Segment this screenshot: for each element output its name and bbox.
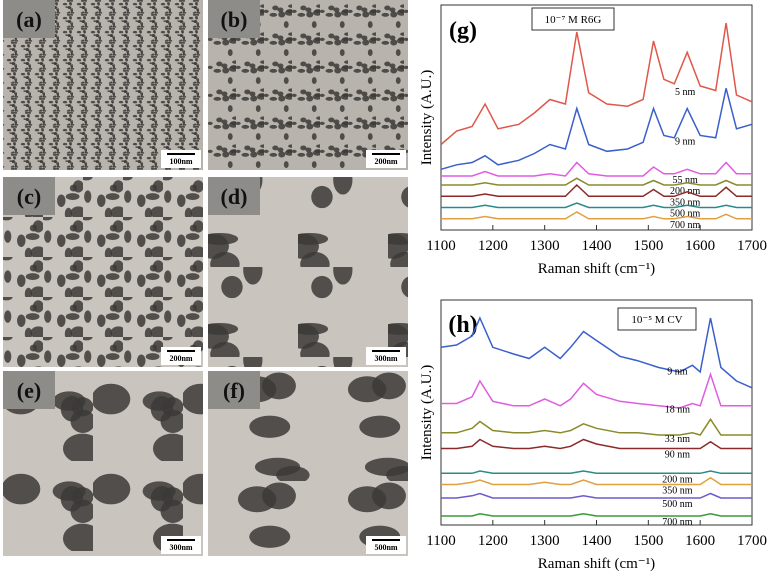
- series-label: 200 nm: [670, 186, 701, 197]
- x-tick-label: 1600: [685, 533, 715, 549]
- x-tick-label: 1700: [737, 533, 767, 549]
- x-tick-label: 1500: [633, 533, 663, 549]
- annotation-box: [531, 7, 615, 31]
- scale-bar-label: 200nm: [169, 354, 192, 363]
- panel-label: (b): [221, 7, 248, 32]
- x-tick-label: 1300: [530, 238, 560, 254]
- annotation: 10⁻⁵ M CV: [631, 314, 682, 326]
- x-tick-label: 1300: [530, 533, 560, 549]
- x-tick-label: 1500: [633, 238, 663, 254]
- scale-bar-label: 300nm: [374, 354, 397, 363]
- series-label: 500 nm: [670, 209, 701, 220]
- x-tick-label: 1100: [426, 238, 455, 254]
- scale-bar-label: 500nm: [374, 543, 397, 552]
- series-label: 700 nm: [662, 517, 693, 528]
- x-tick-label: 1400: [582, 238, 612, 254]
- spectrum-line: [441, 202, 752, 209]
- spectrum-line: [441, 470, 752, 475]
- panel-label: (f): [223, 378, 245, 403]
- spectrum-line: [441, 161, 752, 177]
- series-label: 350 nm: [670, 197, 701, 208]
- x-tick-label: 1400: [582, 533, 612, 549]
- panel-label-box: [3, 0, 55, 38]
- spectrum-line: [441, 438, 752, 450]
- x-axis-label: Raman shift (cm⁻¹): [538, 556, 655, 572]
- spectrum-line: [441, 417, 752, 436]
- series-label: 9 nm: [675, 137, 696, 148]
- panel-label-box: [208, 177, 260, 215]
- spectrum-line: [441, 492, 752, 499]
- panel-label: (d): [221, 184, 248, 209]
- annotation: 10⁻⁷ M R6G: [545, 14, 602, 26]
- annotation-box: [617, 307, 697, 331]
- spectrum-line: [440, 316, 753, 389]
- series-label: 90 nm: [665, 450, 691, 461]
- series-label: 9 nm: [667, 366, 688, 377]
- x-tick-label: 1700: [737, 238, 767, 254]
- x-axis-label: Raman shift (cm⁻¹): [538, 261, 655, 277]
- panel-label-box: [208, 0, 260, 38]
- series-label: 200 nm: [662, 474, 693, 485]
- scale-bar-label: 100nm: [169, 157, 192, 166]
- x-tick-label: 1200: [478, 533, 508, 549]
- x-tick-label: 1600: [685, 238, 715, 254]
- series-label: 33 nm: [665, 434, 691, 445]
- spectrum-line: [441, 371, 752, 409]
- spectrum-line: [441, 177, 752, 186]
- panel-label: (a): [16, 7, 42, 32]
- spectrum-line: [441, 476, 752, 486]
- panel-label-box: [208, 371, 260, 409]
- series-label: 18 nm: [665, 405, 691, 416]
- series-label: 5 nm: [675, 87, 696, 98]
- series-label: 500 nm: [662, 499, 693, 510]
- series-label: 700 nm: [670, 220, 701, 231]
- scale-bar-label: 200nm: [374, 157, 397, 166]
- panel-label: (e): [17, 378, 41, 403]
- series-label: 350 nm: [662, 486, 693, 497]
- scale-bar-label: 300nm: [169, 543, 192, 552]
- panel-label: (g): [449, 18, 477, 44]
- spectrum-line: [441, 211, 752, 220]
- x-tick-label: 1200: [478, 238, 508, 254]
- spectrum-line: [441, 183, 752, 198]
- x-tick-label: 1100: [426, 533, 455, 549]
- y-axis-label: Intensity (A.U.): [419, 70, 435, 165]
- spectrum-line: [440, 22, 753, 146]
- spectrum-line: [441, 513, 752, 517]
- y-axis-label: Intensity (A.U.): [419, 365, 435, 460]
- panel-label: (c): [17, 184, 41, 209]
- panel-label-box: [3, 177, 55, 215]
- panel-label-box: [3, 371, 55, 409]
- series-label: 55 nm: [673, 175, 699, 186]
- spectrum-line: [440, 88, 753, 171]
